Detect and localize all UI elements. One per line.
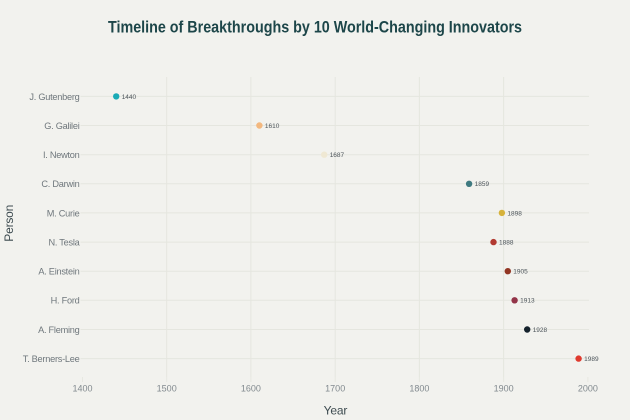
svg-text:T. Berners-Lee: T. Berners-Lee [23,354,80,364]
svg-text:M. Curie: M. Curie [47,208,80,218]
svg-text:1400: 1400 [72,384,92,394]
svg-text:H. Ford: H. Ford [51,296,80,306]
svg-text:A. Einstein: A. Einstein [38,267,79,277]
svg-text:N. Tesla: N. Tesla [48,238,80,248]
svg-text:1898: 1898 [507,210,522,217]
svg-text:1900: 1900 [494,384,514,394]
svg-text:1600: 1600 [241,384,261,394]
svg-text:G. Galilei: G. Galilei [44,121,79,131]
svg-text:1905: 1905 [513,269,528,276]
svg-text:1500: 1500 [157,384,177,394]
svg-text:1610: 1610 [265,123,280,130]
svg-text:1800: 1800 [409,384,429,394]
svg-text:1928: 1928 [533,327,548,334]
svg-text:1859: 1859 [475,181,490,188]
svg-text:Person: Person [2,205,16,242]
svg-text:A. Fleming: A. Fleming [38,325,80,335]
svg-text:1888: 1888 [499,240,514,247]
svg-text:Year: Year [324,403,348,417]
svg-text:1440: 1440 [122,94,137,101]
svg-text:1913: 1913 [520,298,535,305]
svg-text:1989: 1989 [584,356,599,363]
svg-text:Timeline of Breakthroughs by 1: Timeline of Breakthroughs by 10 World-Ch… [108,19,522,37]
svg-text:C. Darwin: C. Darwin [41,179,79,189]
svg-text:1700: 1700 [325,384,345,394]
svg-text:J. Gutenberg: J. Gutenberg [29,92,79,102]
svg-text:I. Newton: I. Newton [43,150,80,160]
svg-text:2000: 2000 [578,384,598,394]
svg-text:1687: 1687 [330,152,345,159]
